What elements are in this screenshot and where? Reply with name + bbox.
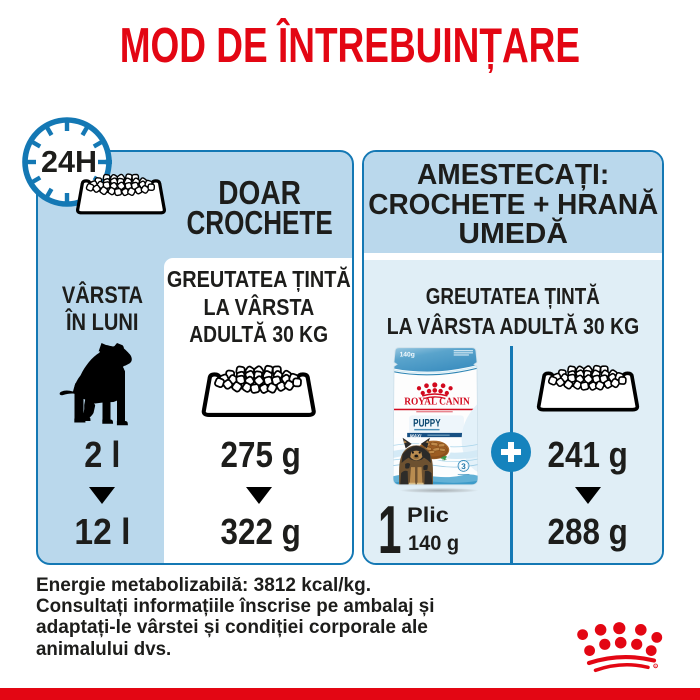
svg-text:ROYAL CANIN: ROYAL CANIN: [404, 396, 470, 407]
svg-text:3: 3: [461, 461, 466, 470]
svg-text:R: R: [654, 664, 657, 668]
svg-text:140g: 140g: [400, 351, 415, 358]
svg-text:PUPPY: PUPPY: [413, 417, 441, 429]
svg-text:MAXI: MAXI: [410, 433, 422, 438]
